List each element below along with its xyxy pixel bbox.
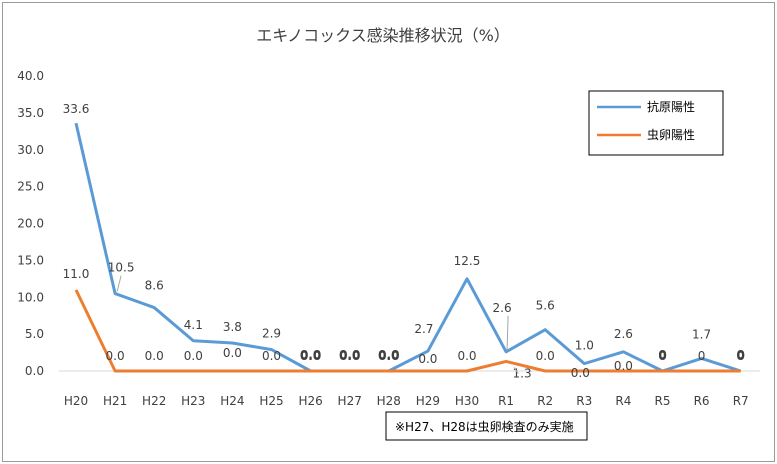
y-tick-label: 15.0: [17, 253, 44, 267]
x-tick-label: R2: [537, 394, 553, 408]
data-label: 0.0: [536, 349, 555, 363]
note-box: ※H27、H28は虫卵検査のみ実施: [385, 411, 588, 441]
data-label: 0.0: [457, 349, 476, 363]
data-label: 0.0: [418, 352, 437, 366]
y-tick-label: 40.0: [17, 69, 44, 83]
data-label: 33.6: [63, 102, 90, 116]
data-label: 4.1: [184, 318, 203, 332]
data-label: 0.0: [378, 348, 399, 362]
x-tick-label: H21: [103, 394, 127, 408]
x-tick-label: H29: [416, 394, 440, 408]
data-label: 0.0: [378, 349, 399, 363]
x-tick-label: H23: [181, 394, 205, 408]
label-leader-line: [513, 367, 519, 374]
data-label: 2.6: [493, 301, 512, 315]
x-tick-label: R6: [694, 394, 710, 408]
data-label: 0.0: [300, 348, 321, 362]
x-axis: H20 H21 H22 H23 H24 H25 H26 H27 H28 H29 H30 R1 R2 R3 R…: [59, 370, 760, 408]
note-border: [385, 411, 588, 441]
data-label: 0.0: [262, 349, 281, 363]
data-label: 0.0: [571, 366, 590, 380]
data-label: 1.7: [692, 327, 711, 341]
data-label: 12.5: [454, 254, 481, 268]
plot-area: [74, 122, 742, 373]
y-tick-label: 35.0: [17, 106, 44, 120]
data-label: 0.0: [339, 349, 360, 363]
x-tick-label: R3: [576, 394, 592, 408]
y-tick-label: 25.0: [17, 180, 44, 194]
x-tick-label: H24: [220, 394, 244, 408]
data-labels: 33.6 10.5 8.6 4.1 3.8 2.9 0.0 0.0 0.0 2.7 12.5 2.6 5…: [63, 102, 745, 380]
x-tick-label: H25: [259, 394, 283, 408]
data-label: 0: [658, 349, 666, 363]
data-label: 0.0: [184, 349, 203, 363]
data-label: 0: [658, 348, 666, 362]
x-tick-label: H22: [142, 394, 166, 408]
data-label: 0: [737, 348, 745, 362]
data-label: 0.0: [106, 349, 125, 363]
data-label: 0.0: [145, 349, 164, 363]
data-label: 11.0: [63, 267, 90, 281]
chart-title: エキノコックス感染推移状況（%）: [256, 26, 510, 45]
y-tick-label: 30.0: [17, 143, 44, 157]
data-label: 1.3: [513, 366, 532, 380]
data-label: 5.6: [536, 299, 555, 313]
x-tick-label: H20: [64, 394, 88, 408]
x-tick-label: H26: [298, 394, 322, 408]
data-label: 0: [698, 349, 706, 363]
series-line-egg: [74, 289, 741, 373]
x-tick-label: R4: [615, 394, 631, 408]
y-tick-label: 5.0: [25, 327, 44, 341]
legend-label-egg: 虫卵陽性: [647, 128, 695, 142]
legend: 抗原陽性 虫卵陽性: [588, 90, 724, 156]
x-tick-label: H28: [377, 394, 401, 408]
y-tick-label: 0.0: [25, 364, 44, 378]
x-tick-label: R7: [733, 394, 749, 408]
data-label: 0.0: [223, 346, 242, 360]
line-chart: エキノコックス感染推移状況（%） 0.0 5.0 10.0 15.0 20.0 25.0 3…: [17, 26, 760, 441]
data-label: 2.6: [614, 327, 633, 341]
data-label: 0.0: [300, 349, 321, 363]
x-tick-label: R1: [498, 394, 514, 408]
x-tick-label: R5: [655, 394, 671, 408]
data-label: 0.0: [339, 348, 360, 362]
y-axis: 0.0 5.0 10.0 15.0 20.0 25.0 30.0 35.0 40.0: [17, 69, 44, 378]
label-leader-line: [506, 315, 509, 350]
label-leader-line: [116, 275, 122, 292]
y-tick-label: 10.0: [17, 290, 44, 304]
data-label: 10.5: [108, 261, 135, 275]
data-label: 2.7: [414, 322, 433, 336]
legend-label-antigen: 抗原陽性: [647, 99, 695, 114]
series-line-antigen: [74, 122, 742, 373]
note-text: ※H27、H28は虫卵検査のみ実施: [395, 419, 574, 434]
data-label: 2.9: [262, 327, 281, 341]
data-label: 3.8: [223, 320, 242, 334]
x-tick-label: H30: [455, 394, 479, 408]
legend-box: [588, 90, 724, 156]
data-label: 0: [737, 349, 745, 363]
data-label: 1.0: [575, 339, 594, 353]
x-tick-label: H27: [338, 394, 362, 408]
data-label: 8.6: [145, 279, 164, 293]
data-label: 0.0: [614, 359, 633, 373]
y-tick-label: 20.0: [17, 217, 44, 231]
